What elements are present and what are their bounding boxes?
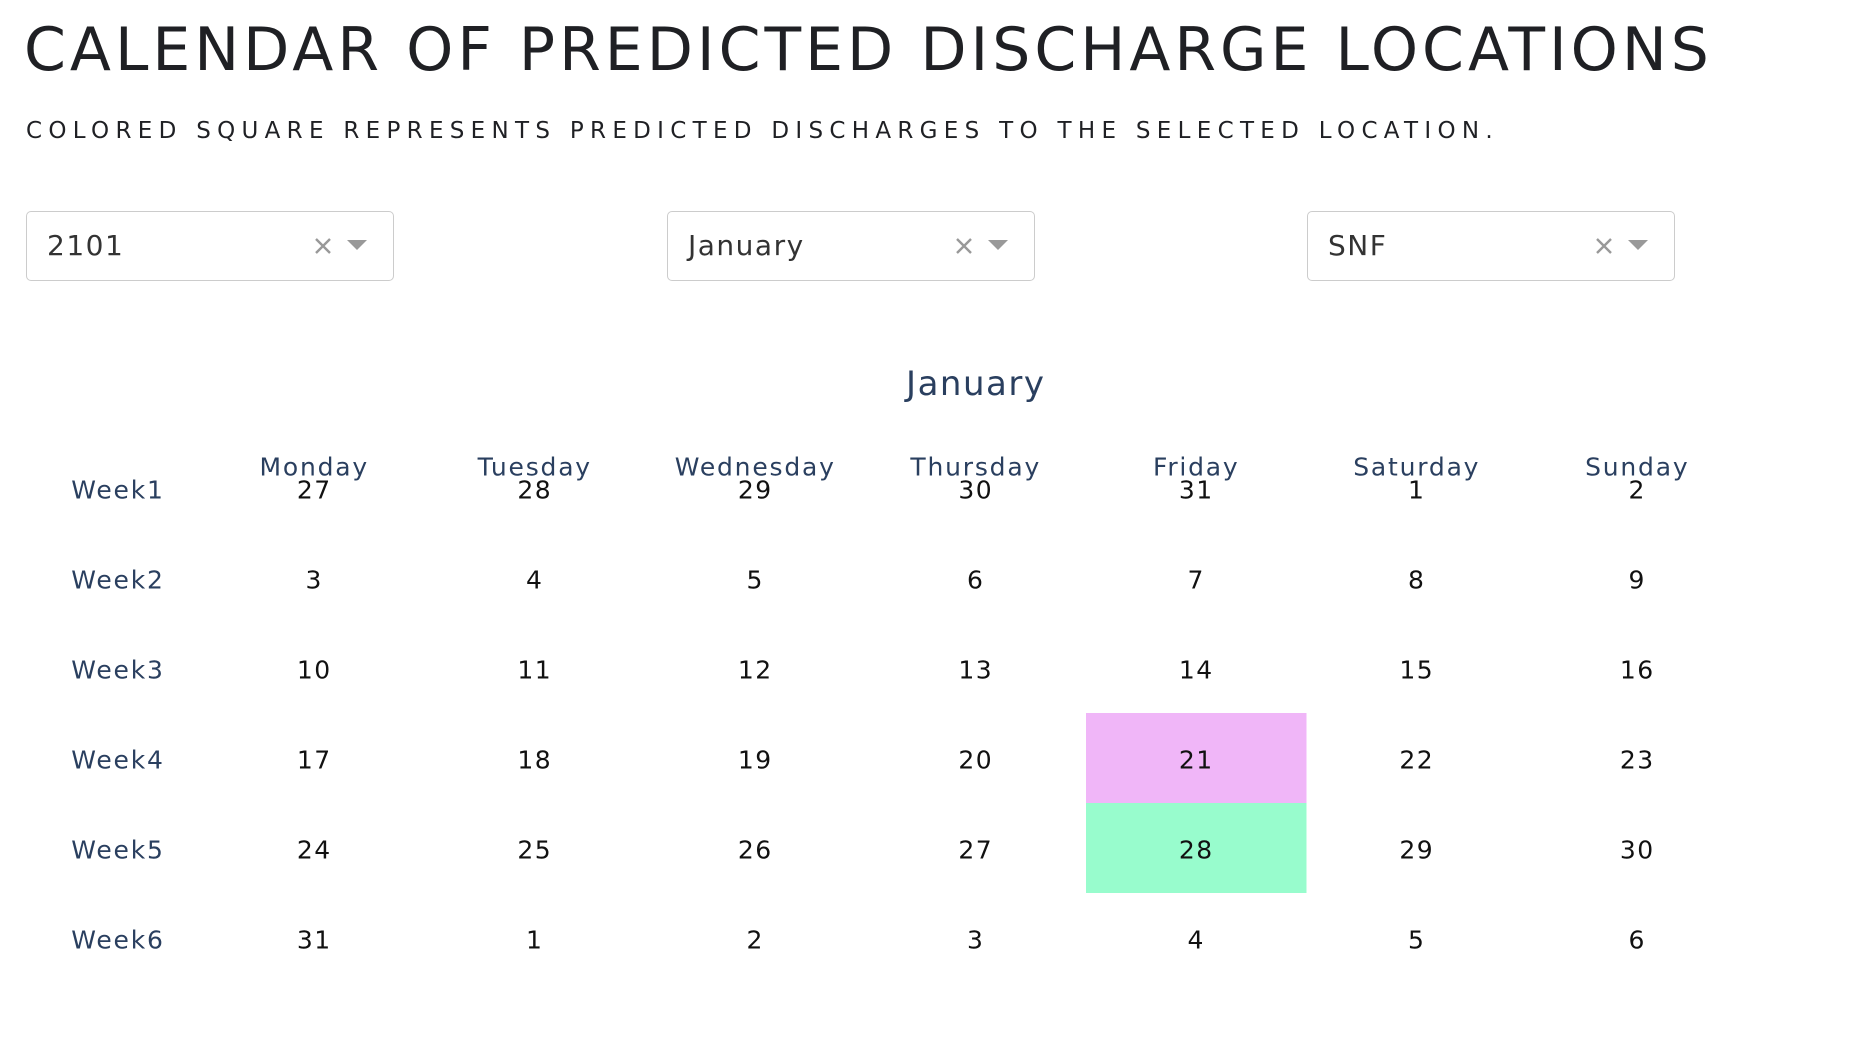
calendar-cell-value: 13 [958,656,993,685]
row-label: Week5 [71,836,164,865]
column-header: Saturday [1353,453,1480,482]
page-subtitle: COLORED SQUARE REPRESENTS PREDICTED DISC… [26,118,1499,144]
page-title: CALENDAR OF PREDICTED DISCHARGE LOCATION… [24,15,1713,85]
row-label: Week2 [71,566,164,595]
calendar-cell-value: 6 [1629,926,1646,955]
calendar-cell-value: 5 [1408,926,1425,955]
calendar-cell-value: 16 [1620,656,1655,685]
highlight-cell [1086,713,1307,803]
calendar-cell-value: 3 [967,926,984,955]
calendar-cell-value: 29 [1399,836,1434,865]
calendar-cell-value: 8 [1408,566,1425,595]
calendar-cell-value: 11 [517,656,552,685]
calendar-cell-value: 20 [958,746,993,775]
calendar-cell-value: 31 [1179,476,1214,505]
calendar-cell-value: 6 [967,566,984,595]
column-header: Monday [260,453,370,482]
column-header: Tuesday [477,453,592,482]
calendar-cell-value: 10 [297,656,332,685]
row-label: Week1 [71,476,164,505]
chevron-down-icon[interactable] [988,240,1008,250]
chart-title: January [904,364,1045,404]
calendar-heatmap: January Monday Tuesday Wednesday Thursday Fri… [71,364,1689,955]
month-dropdown[interactable]: January [667,211,1035,281]
calendar-cell-value: 30 [958,476,993,505]
column-header: Friday [1153,453,1240,482]
calendar-cell-value: 5 [747,566,764,595]
calendar-cell-value: 28 [517,476,552,505]
calendar-cell-value: 9 [1629,566,1646,595]
month-dropdown-value: January [688,229,805,262]
row-label: Week3 [71,656,164,685]
calendar-cell-value: 2 [1629,476,1646,505]
calendar-cell-value: 29 [738,476,773,505]
calendar-cell-value: 27 [958,836,993,865]
column-header: Sunday [1585,453,1689,482]
location-dropdown[interactable]: SNF [1307,211,1675,281]
calendar-cell-value: 4 [526,566,543,595]
chevron-down-icon[interactable] [1628,240,1648,250]
calendar-cell-value: 23 [1620,746,1655,775]
calendar-cell-value: 15 [1399,656,1434,685]
calendar-cell-value: 26 [738,836,773,865]
calendar-cell-value: 30 [1620,836,1655,865]
unit-dropdown[interactable]: 2101 [26,211,394,281]
calendar-cell-value: 1 [526,926,543,955]
calendar-cell-value: 12 [738,656,773,685]
calendar-cell-value: 19 [738,746,773,775]
calendar-cell-value: 7 [1188,566,1205,595]
highlight-cell [1086,803,1307,893]
calendar-cell-value: 28 [1179,836,1214,865]
close-icon[interactable] [1592,234,1616,258]
calendar-cell-value: 1 [1408,476,1425,505]
unit-dropdown-value: 2101 [47,229,125,262]
chevron-down-icon[interactable] [347,240,367,250]
calendar-cell-value: 24 [297,836,332,865]
calendar-cell-value: 2 [747,926,764,955]
calendar-cell-value: 22 [1399,746,1434,775]
location-dropdown-value: SNF [1328,229,1388,262]
calendar-cell-value: 4 [1188,926,1205,955]
close-icon[interactable] [952,234,976,258]
calendar-cell-value: 3 [306,566,323,595]
calendar-cell-value: 25 [517,836,552,865]
calendar-cell-value: 17 [297,746,332,775]
calendar-cell-value: 14 [1179,656,1214,685]
calendar-cell-value: 31 [297,926,332,955]
row-label: Week6 [71,926,164,955]
calendar-cell-value: 21 [1179,746,1214,775]
calendar-cell-value: 18 [517,746,552,775]
close-icon[interactable] [311,234,335,258]
column-header: Thursday [909,453,1041,482]
column-header: Wednesday [675,453,836,482]
calendar-cell-value: 27 [297,476,332,505]
row-label: Week4 [71,746,164,775]
